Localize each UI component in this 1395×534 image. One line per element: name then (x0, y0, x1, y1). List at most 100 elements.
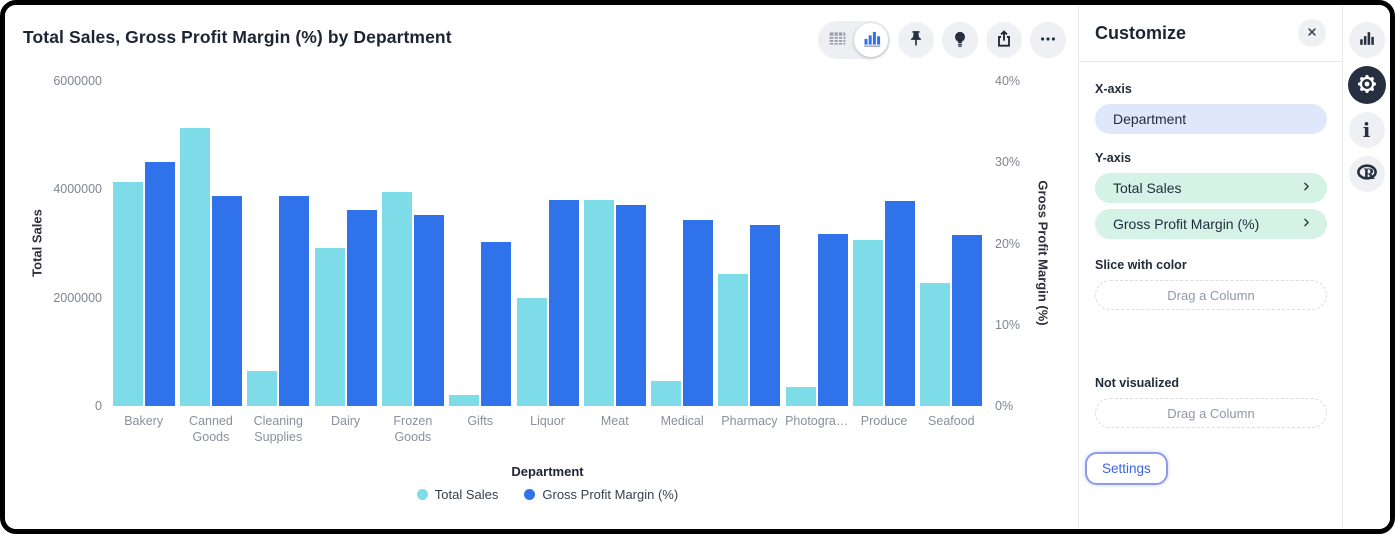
bar-total-sales[interactable] (651, 380, 682, 406)
x-tick-label: Dairy (330, 414, 361, 428)
slice-color-drop-zone[interactable]: Drag a Column (1095, 280, 1327, 310)
chevron-right-icon (1300, 180, 1313, 196)
visualization-tool-button[interactable] (1348, 22, 1385, 58)
x-tick-label: Canned Goods (189, 414, 233, 445)
right-axis-tick: 40% (995, 74, 1021, 88)
ellipsis-icon (1038, 29, 1058, 52)
gear-icon (1355, 72, 1379, 99)
bar-gross-profit-margin[interactable] (952, 234, 983, 406)
y-axis-pill-label: Gross Profit Margin (%) (1113, 216, 1260, 232)
tool-rail: i R (1342, 5, 1390, 529)
x-axis-pill-label: Department (1113, 111, 1187, 127)
pin-button[interactable] (898, 22, 934, 58)
r-tool-button[interactable]: R (1348, 156, 1385, 192)
y-axis-pill-total-sales[interactable]: Total Sales (1095, 173, 1327, 203)
left-axis-title: Total Sales (29, 209, 45, 277)
bar-total-sales[interactable] (516, 297, 547, 406)
bar-chart-icon (1357, 29, 1376, 51)
settings-button[interactable]: Settings (1085, 452, 1168, 485)
legend-dot (524, 489, 536, 500)
bar-total-sales[interactable] (314, 248, 345, 406)
slice-with-color-label: Slice with color (1095, 258, 1187, 272)
chart-view-button[interactable] (854, 23, 888, 57)
settings-tool-button[interactable] (1347, 66, 1386, 104)
not-visualized-drop-zone[interactable]: Drag a Column (1095, 398, 1327, 428)
info-tool-button[interactable]: i (1348, 112, 1385, 148)
share-icon (994, 29, 1014, 52)
bar-gross-profit-margin[interactable] (211, 196, 242, 406)
bar-gross-profit-margin[interactable] (615, 204, 646, 406)
bar-total-sales[interactable] (449, 394, 480, 406)
bar-gross-profit-margin[interactable] (481, 241, 512, 406)
x-axis-pill-department[interactable]: Department (1095, 104, 1327, 134)
bar-total-sales[interactable] (785, 386, 816, 406)
y-axis-pill-gross-profit-margin[interactable]: Gross Profit Margin (%) (1095, 209, 1327, 239)
close-panel-button[interactable] (1298, 19, 1326, 47)
legend-label: Total Sales (434, 487, 499, 502)
bar-gross-profit-margin[interactable] (144, 162, 175, 406)
panel-title: Customize (1095, 22, 1187, 43)
bar-total-sales[interactable] (381, 191, 412, 406)
x-tick-label: Medical (660, 414, 704, 428)
bar-total-sales[interactable] (179, 128, 210, 406)
bar-gross-profit-margin[interactable] (548, 200, 579, 406)
bar-gross-profit-margin[interactable] (885, 201, 916, 406)
x-tick-label: Produce (860, 414, 908, 428)
drop-zone-placeholder: Drag a Column (1167, 287, 1255, 303)
bar-gross-profit-margin[interactable] (279, 196, 310, 406)
left-axis-tick: 2000000 (53, 290, 102, 305)
bar-total-sales[interactable] (853, 239, 884, 406)
x-tick-label: Photogra… (785, 414, 849, 428)
chart-legend: Total Sales Gross Profit Margin (%) (110, 487, 985, 502)
right-axis-tick: 30% (995, 155, 1021, 170)
x-tick-label: Gifts (467, 414, 494, 428)
svg-text:R: R (1363, 167, 1375, 183)
y-axis-field-label: Y-axis (1095, 151, 1132, 165)
share-button[interactable] (986, 22, 1022, 58)
left-axis-tick: 4000000 (53, 182, 102, 197)
not-visualized-label: Not visualized (1095, 376, 1180, 390)
page-title: Total Sales, Gross Profit Margin (%) by … (23, 27, 452, 47)
pin-icon (906, 29, 926, 52)
table-icon (827, 28, 848, 52)
x-tick-label: Frozen Goods (393, 414, 433, 445)
bar-total-sales[interactable] (112, 181, 143, 406)
table-view-button[interactable] (820, 23, 854, 57)
x-axis-title: Department (511, 464, 584, 479)
bar-total-sales[interactable] (718, 274, 749, 406)
customize-panel: Customize X-axis Department Y-axis Total… (1078, 5, 1342, 529)
legend-label: Gross Profit Margin (%) (542, 487, 679, 502)
right-axis-title: Gross Profit Margin (%) (1035, 180, 1051, 326)
drop-zone-placeholder: Drag a Column (1167, 405, 1255, 421)
x-tick-label: Pharmacy (721, 414, 778, 428)
x-tick-label: Seafood (928, 414, 975, 428)
close-icon (1305, 25, 1319, 42)
customize-panel-header: Customize (1079, 5, 1342, 62)
insights-button[interactable] (942, 22, 978, 58)
x-tick-label: Bakery (124, 414, 164, 428)
bar-total-sales[interactable] (920, 282, 951, 406)
info-icon: i (1362, 118, 1371, 142)
bar-gross-profit-margin[interactable] (683, 219, 714, 406)
left-axis-tick: 0 (95, 399, 102, 413)
bar-total-sales[interactable] (583, 200, 614, 406)
chevron-right-icon (1300, 216, 1313, 232)
x-tick-label: Liquor (530, 414, 565, 428)
right-axis-tick: 20% (995, 236, 1021, 251)
legend-item-total-sales[interactable]: Total Sales (416, 487, 499, 502)
bar-gross-profit-margin[interactable] (750, 224, 781, 406)
legend-item-gross-profit-margin[interactable]: Gross Profit Margin (%) (524, 487, 678, 502)
bar-gross-profit-margin[interactable] (346, 210, 377, 406)
right-axis-tick: 10% (995, 317, 1021, 332)
bar-gross-profit-margin[interactable] (413, 215, 444, 406)
y-axis-pill-label: Total Sales (1113, 180, 1182, 196)
more-button[interactable] (1030, 22, 1066, 58)
x-axis-field-label: X-axis (1095, 82, 1132, 96)
bar-total-sales[interactable] (247, 370, 278, 406)
bar-gross-profit-margin[interactable] (817, 233, 848, 406)
bar-chart-icon (861, 28, 882, 52)
legend-dot (416, 489, 428, 500)
left-axis-tick: 6000000 (53, 74, 102, 88)
lightbulb-icon (950, 29, 970, 52)
